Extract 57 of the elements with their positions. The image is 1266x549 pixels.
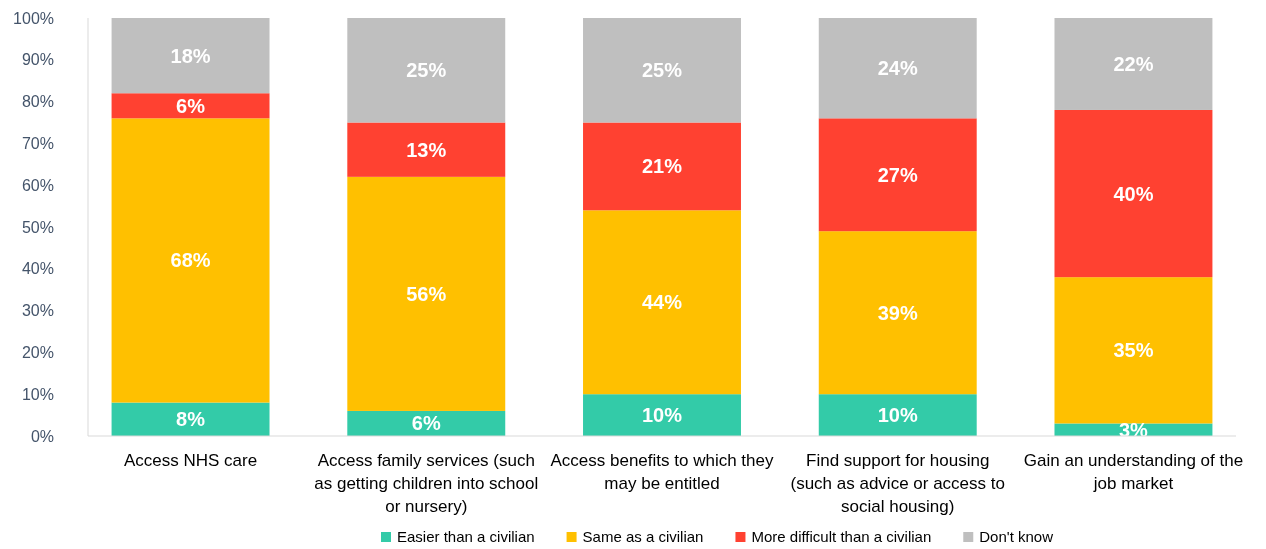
- legend-label: Easier than a civilian: [397, 528, 535, 545]
- data-label: 25%: [641, 59, 683, 82]
- data-label: 68%: [170, 249, 211, 272]
- bar: [1054, 277, 1213, 424]
- x-tick-label: Access benefits to which they may be entitled: [550, 451, 774, 493]
- bar: [583, 122, 741, 211]
- y-tick-label: 40%: [21, 260, 54, 278]
- y-tick-label: 0%: [30, 427, 54, 445]
- bar: [111, 118, 270, 403]
- bar: [583, 210, 741, 395]
- bar: [347, 122, 506, 177]
- data-label: 18%: [170, 44, 211, 67]
- data-label: 35%: [1113, 339, 1154, 362]
- data-label: 39%: [877, 301, 918, 324]
- y-tick-label: 90%: [21, 51, 54, 69]
- bar: [818, 394, 977, 436]
- y-tick-label: 30%: [21, 302, 54, 320]
- data-label: 27%: [877, 163, 918, 186]
- x-tick-label: Access family services (such as getting children into school or nursery): [314, 451, 539, 516]
- legend-label: Same as a civilian: [582, 528, 704, 545]
- bar: [818, 231, 977, 395]
- y-tick-label: 70%: [21, 135, 54, 152]
- data-label: 44%: [641, 291, 683, 314]
- x-tick-label: Find support for housing (such as advice or access to social housing): [790, 451, 1005, 516]
- x-tick-label: Access NHS care: [123, 451, 258, 470]
- y-tick-label: 100%: [13, 9, 54, 27]
- bar: [111, 18, 270, 94]
- y-tick-label: 50%: [21, 218, 54, 236]
- y-tick-label: 10%: [21, 385, 54, 403]
- data-label: 21%: [641, 155, 683, 178]
- data-label: 25%: [406, 59, 447, 82]
- data-label: 22%: [1113, 52, 1154, 75]
- bar: [818, 18, 977, 119]
- bar: [818, 118, 977, 232]
- data-label: 40%: [1113, 182, 1154, 205]
- y-tick-label: 20%: [21, 344, 54, 361]
- data-label: 10%: [641, 404, 683, 427]
- legend-label: More difficult than a civilian: [751, 528, 932, 545]
- bar: [347, 18, 506, 123]
- x-tick-label: Gain an understanding of the job market: [1023, 451, 1244, 493]
- bar: [1054, 18, 1213, 110]
- bar: [347, 176, 506, 411]
- bar: [111, 93, 270, 119]
- data-label: 6%: [411, 412, 441, 435]
- bar: [111, 402, 270, 436]
- data-label: 56%: [406, 282, 447, 305]
- legend-label: Don't know: [979, 528, 1054, 545]
- bar: [1054, 109, 1213, 278]
- data-label: 6%: [176, 94, 206, 117]
- data-label: 10%: [877, 404, 918, 427]
- data-label: 24%: [877, 57, 918, 80]
- y-tick-label: 80%: [21, 93, 54, 111]
- bar: [583, 394, 741, 436]
- bar: [583, 18, 741, 123]
- y-tick-label: 60%: [21, 176, 54, 194]
- data-label: 13%: [406, 138, 447, 161]
- data-label: 8%: [176, 408, 206, 431]
